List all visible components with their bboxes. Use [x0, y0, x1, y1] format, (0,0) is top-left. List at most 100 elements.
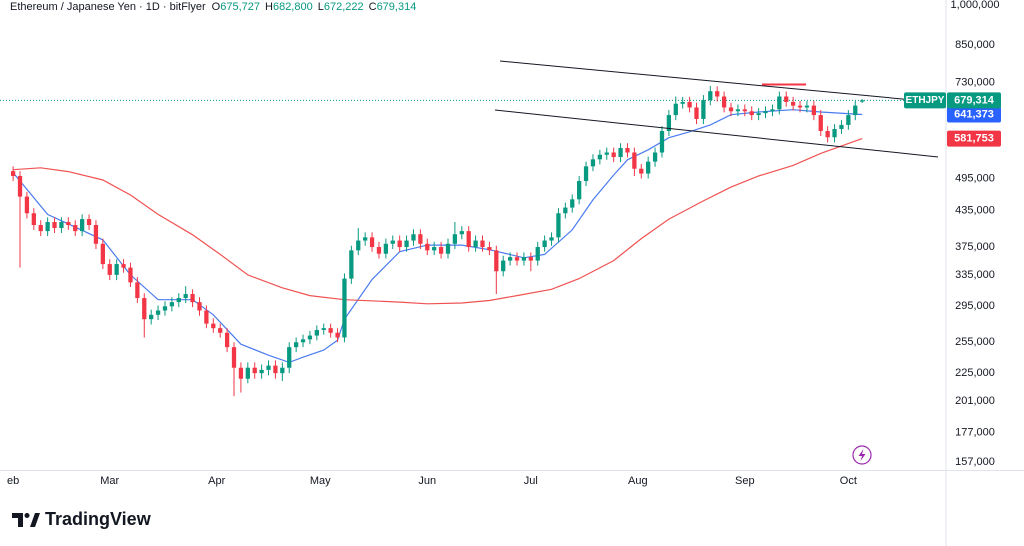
candle-body — [473, 240, 478, 248]
candle-body — [17, 176, 23, 197]
candle-body — [452, 234, 458, 244]
chart-header: Ethereum / Japanese Yen · 1D · bitFlyer O… — [10, 1, 416, 13]
candle-body — [625, 148, 630, 153]
candle-body — [749, 111, 754, 116]
candle-body — [728, 107, 734, 112]
x-tick-label: Sep — [735, 475, 755, 487]
candle-body — [73, 225, 78, 232]
candle-body — [418, 234, 423, 244]
candle-body — [342, 278, 347, 338]
candle-body — [321, 328, 326, 330]
candle-body — [149, 314, 154, 320]
candle-body — [176, 298, 181, 303]
candle-body — [528, 257, 533, 261]
candle-body — [659, 131, 665, 153]
candle-body — [804, 105, 810, 108]
candle-body — [611, 152, 616, 158]
candle-body — [135, 282, 140, 299]
header-ohlc-value: 672,222 — [324, 1, 364, 13]
candle-body — [245, 367, 250, 379]
candle-body — [763, 111, 768, 114]
candle-body — [839, 124, 844, 129]
candle-body — [784, 96, 789, 102]
candle-body — [556, 213, 561, 238]
candle-body — [832, 128, 837, 138]
candle-body — [252, 367, 257, 374]
header-ohlc-label: C — [369, 1, 377, 13]
candle-body — [383, 243, 389, 254]
candle-body — [811, 105, 816, 116]
candle-body — [652, 152, 658, 162]
candle-body — [190, 294, 195, 303]
candle-body — [287, 347, 292, 368]
brand-logo[interactable]: TradingView — [12, 509, 152, 529]
candle-body — [459, 231, 464, 235]
y-tick-label: 295,000 — [955, 300, 995, 312]
candle-body — [369, 237, 375, 248]
header-ohlc-label: O — [212, 1, 221, 13]
candle-body — [52, 222, 57, 229]
candle-body — [680, 101, 685, 104]
candle-body — [735, 109, 741, 112]
candle-body — [404, 240, 409, 248]
candle-body — [432, 247, 437, 251]
candle-body — [818, 115, 823, 132]
brand-name[interactable]: TradingView — [45, 509, 152, 529]
logo-mark[interactable] — [30, 513, 40, 527]
candle-body — [846, 115, 851, 125]
header-ohlc-value: 679,314 — [377, 1, 417, 13]
trend-line-lower — [494, 109, 939, 158]
y-tick-label: 495,000 — [955, 172, 995, 184]
candle-body — [204, 310, 209, 324]
candle-body — [307, 335, 313, 340]
candle-body — [142, 298, 147, 320]
candle-body — [514, 257, 520, 261]
candle-body — [563, 207, 568, 214]
candle-body — [577, 181, 582, 200]
candle-body — [494, 250, 499, 272]
candle-body — [107, 264, 112, 275]
header-ohlc-value: 675,727 — [220, 1, 260, 13]
candle-body — [114, 264, 119, 275]
y-tick-label: 1,000,000 — [951, 0, 1000, 11]
candle-body — [438, 247, 444, 254]
moving-average-line — [12, 109, 863, 364]
candle-body — [231, 347, 237, 368]
x-tick-label: eb — [7, 475, 19, 487]
candle-body — [397, 240, 402, 248]
alert-icon[interactable] — [852, 445, 872, 465]
candle-body — [80, 219, 85, 232]
candle-body — [487, 247, 492, 251]
moving-average-line — [13, 138, 863, 305]
candle-body — [742, 109, 747, 112]
logo-mark[interactable] — [24, 513, 30, 518]
header-ohlc-label: L — [318, 1, 324, 13]
drawings — [494, 60, 946, 158]
y-tick-label: 730,000 — [955, 76, 995, 88]
price-tag-label: 679,314 — [954, 94, 995, 106]
candle-body — [335, 332, 340, 338]
alert-bolt[interactable] — [858, 449, 866, 461]
x-tick-label: Mar — [100, 475, 119, 487]
candle-body — [708, 91, 713, 101]
x-tick-label: May — [310, 475, 331, 487]
candle-body — [535, 247, 540, 261]
logo-mark[interactable] — [12, 513, 23, 527]
candle-body — [293, 342, 299, 348]
candle-body — [777, 96, 782, 110]
candle-body — [66, 222, 71, 226]
candle-body — [162, 306, 168, 311]
candle-body — [542, 240, 547, 248]
candle-body — [570, 199, 575, 208]
candle-body — [694, 107, 699, 119]
candle-body — [666, 115, 672, 132]
x-tick-label: Aug — [628, 475, 648, 487]
candle-body — [259, 369, 264, 374]
y-tick-label: 157,000 — [955, 456, 995, 468]
y-tick-label: 255,000 — [955, 336, 995, 348]
candle-body — [721, 96, 727, 108]
candle-body — [597, 154, 602, 160]
header-ohlc-value: 682,800 — [273, 1, 313, 13]
